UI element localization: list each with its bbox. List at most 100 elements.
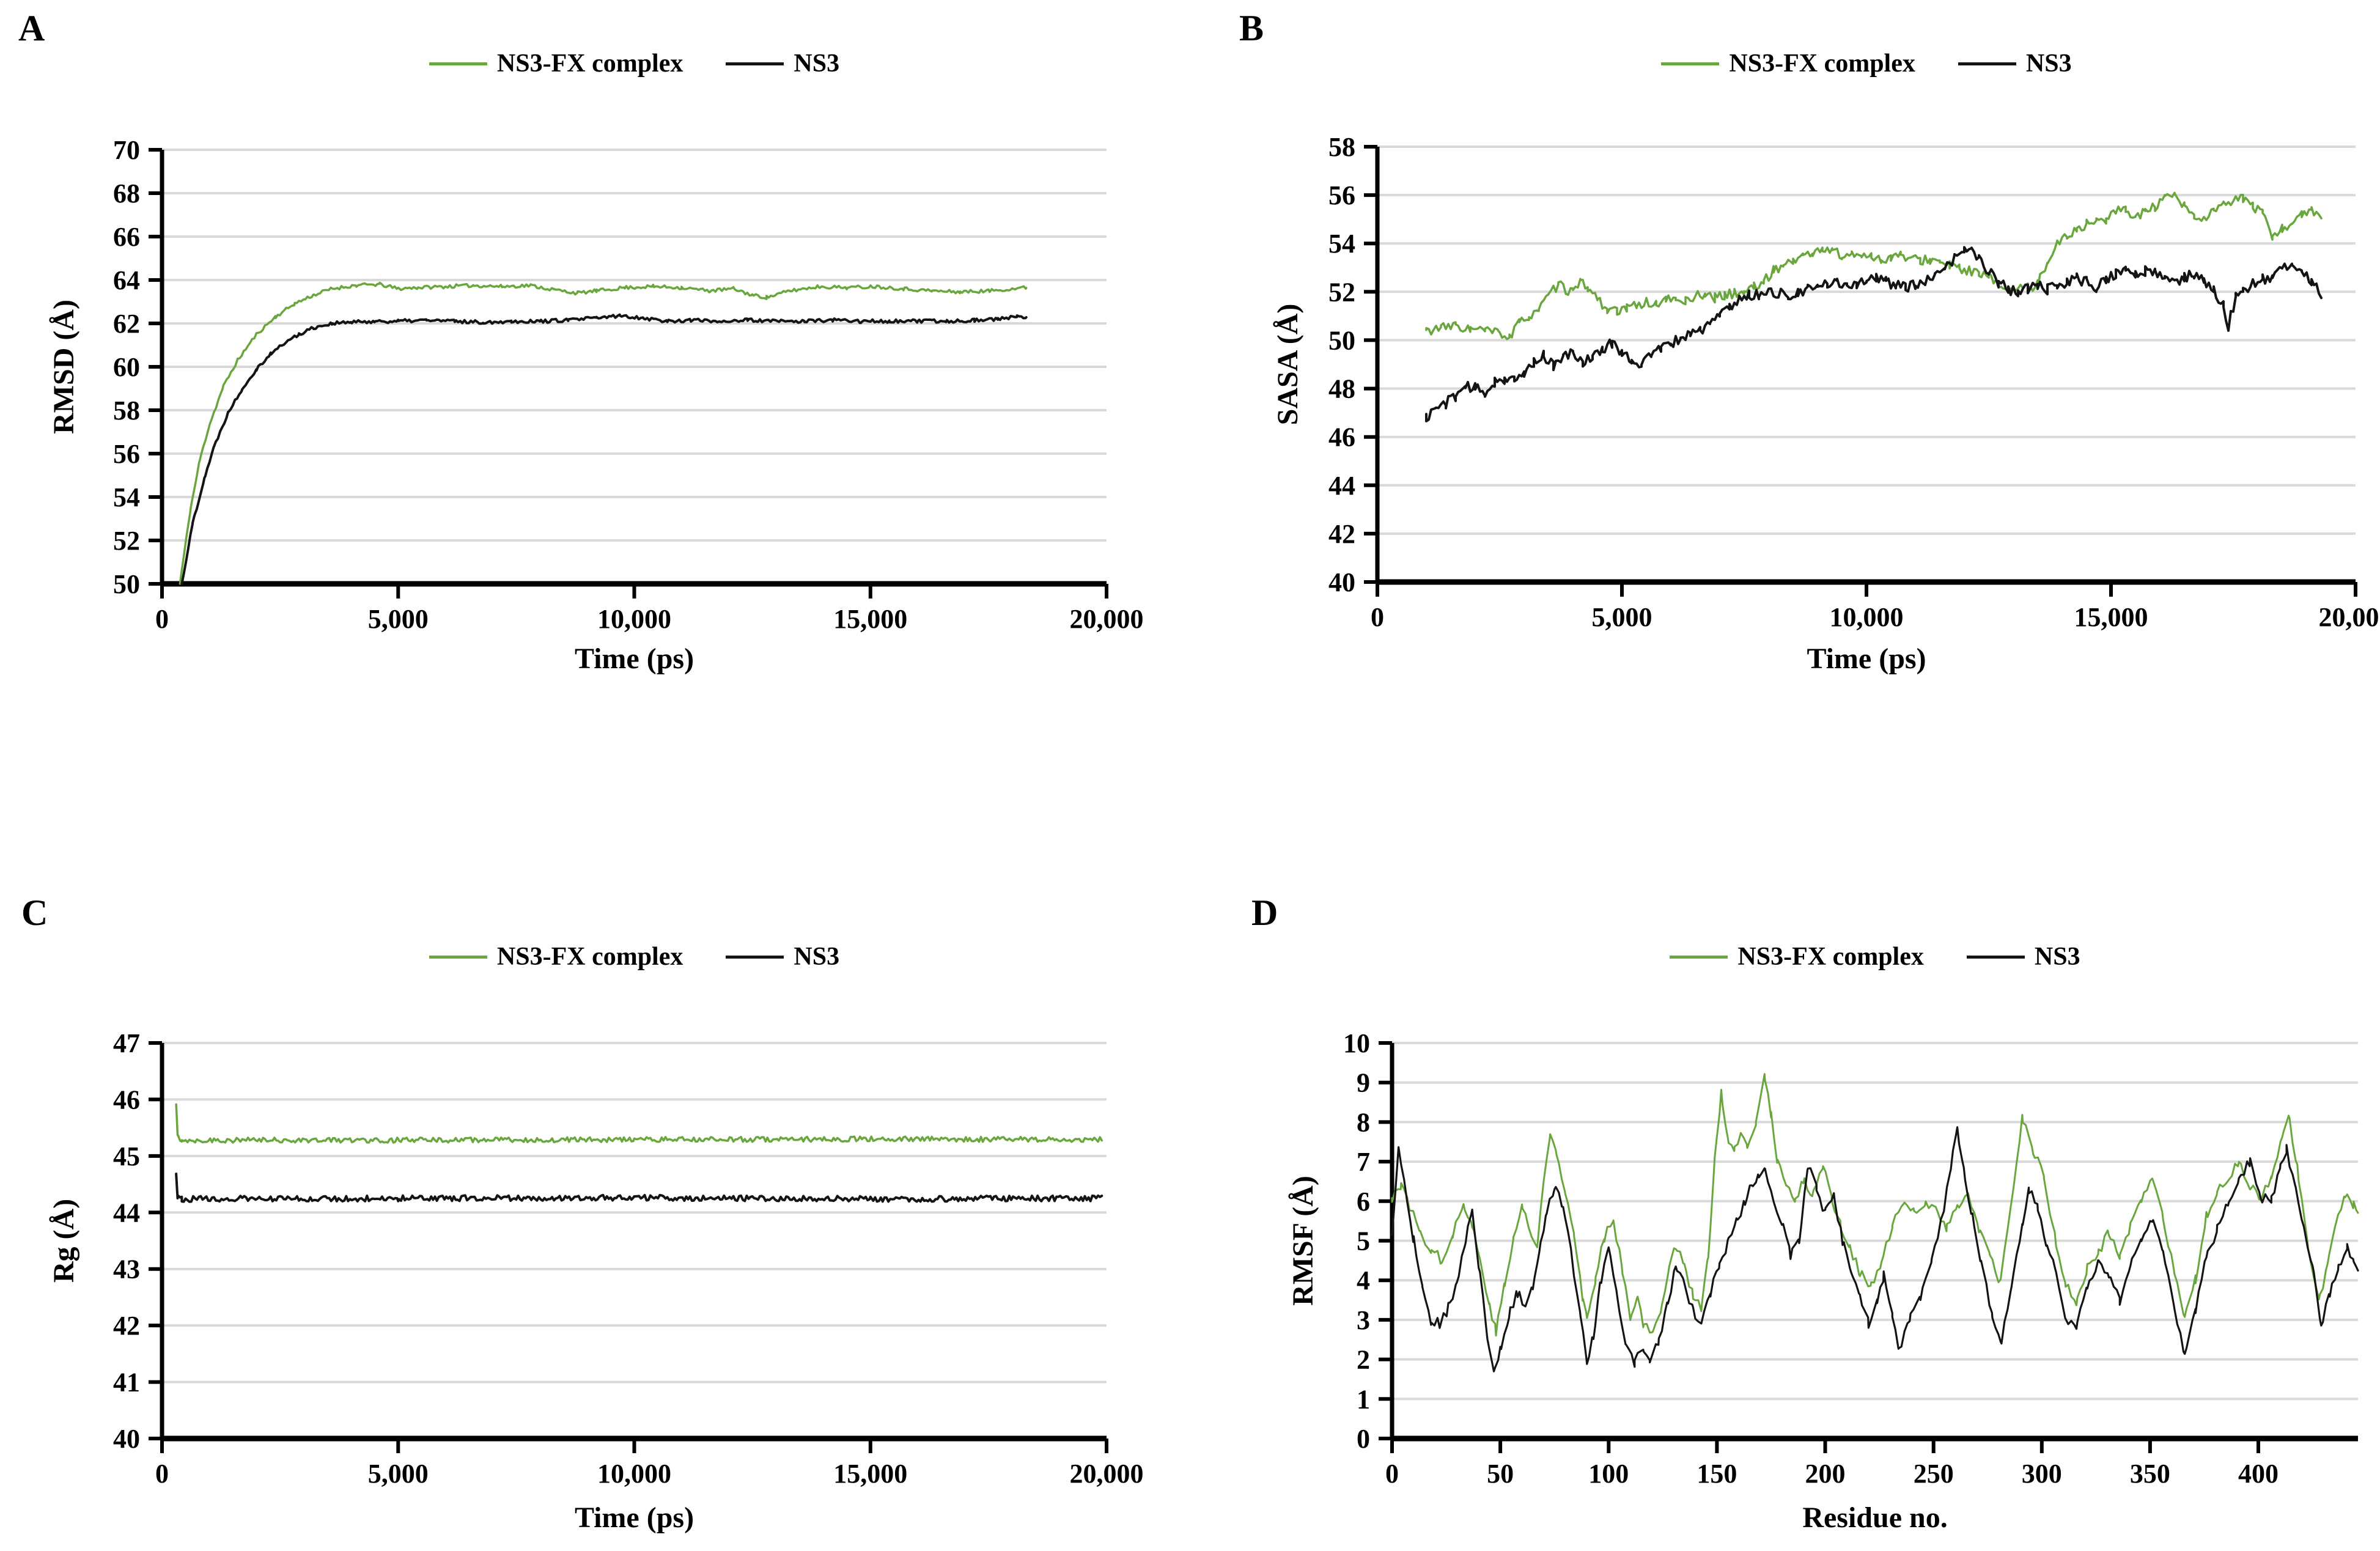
svg-text:5,000: 5,000 <box>368 1459 429 1489</box>
svg-text:2: 2 <box>1357 1345 1370 1375</box>
panel-c-legend: NS3-FX complex NS3 <box>162 942 1107 971</box>
legend-line-green-icon <box>1661 62 1720 65</box>
svg-text:300: 300 <box>2022 1459 2062 1489</box>
svg-text:0: 0 <box>155 1459 169 1489</box>
legend-label-ns3fx: NS3-FX complex <box>1737 943 1924 971</box>
svg-text:15,000: 15,000 <box>833 1459 907 1489</box>
svg-text:41: 41 <box>113 1368 140 1398</box>
svg-text:50: 50 <box>1487 1459 1514 1489</box>
panel-a-legend: NS3-FX complex NS3 <box>162 49 1107 78</box>
panel-b-legend: NS3-FX complex NS3 <box>1377 49 2356 78</box>
panel-c: C NS3-FX complex NS3 Rg (Å) 40 41 42 43 44 45… <box>0 776 1190 1551</box>
svg-text:10,000: 10,000 <box>597 1459 671 1489</box>
panel-a: A NS3-FX complex NS3 RMSD (Å) 50 52 54 56 58… <box>0 0 1190 775</box>
legend-entry-ns3: NS3 <box>1966 942 2080 971</box>
legend-line-green-icon <box>429 955 487 959</box>
svg-text:66: 66 <box>113 222 140 252</box>
legend-line-black-icon <box>726 62 784 65</box>
svg-text:40: 40 <box>1328 567 1355 597</box>
panel-d-x-axis-label: Residue no. <box>1802 1501 1948 1534</box>
panel-b-letter: B <box>1239 8 1264 48</box>
panel-c-plot: 40 41 42 43 44 45 46 47 0 5,000 10,000 15,000 20,000 <box>113 1028 1144 1489</box>
svg-text:43: 43 <box>113 1254 140 1284</box>
svg-text:3: 3 <box>1357 1305 1370 1335</box>
legend-entry-ns3: NS3 <box>1958 49 2072 78</box>
legend-entry-ns3fx: NS3-FX complex <box>1661 49 1915 78</box>
svg-text:48: 48 <box>1328 374 1355 404</box>
legend-line-black-icon <box>1966 955 2025 959</box>
legend-line-black-icon <box>726 955 784 959</box>
svg-text:47: 47 <box>113 1028 140 1058</box>
panel-c-letter: C <box>21 893 48 933</box>
svg-text:52: 52 <box>1328 277 1355 307</box>
svg-text:60: 60 <box>113 352 140 382</box>
panel-a-letter: A <box>18 8 45 48</box>
svg-text:50: 50 <box>1328 325 1355 355</box>
svg-text:1: 1 <box>1357 1384 1370 1414</box>
svg-text:64: 64 <box>113 265 140 295</box>
svg-text:15,000: 15,000 <box>833 604 907 634</box>
legend-label-ns3: NS3 <box>794 50 840 78</box>
svg-text:100: 100 <box>1588 1459 1629 1489</box>
legend-entry-ns3: NS3 <box>726 49 839 78</box>
panel-d-legend: NS3-FX complex NS3 <box>1392 942 2358 971</box>
legend-line-green-icon <box>429 62 487 65</box>
svg-text:52: 52 <box>113 526 140 556</box>
svg-text:350: 350 <box>2130 1459 2170 1489</box>
svg-text:8: 8 <box>1357 1107 1370 1137</box>
legend-line-black-icon <box>1958 62 2016 65</box>
svg-text:5: 5 <box>1357 1226 1370 1256</box>
svg-text:50: 50 <box>113 569 140 599</box>
panel-d-letter: D <box>1251 893 1278 933</box>
svg-text:46: 46 <box>113 1085 140 1114</box>
panel-b: B NS3-FX complex NS3 SASA (Å) 40 42 44 46 48… <box>1190 0 2380 775</box>
svg-text:62: 62 <box>113 309 140 339</box>
legend-label-ns3: NS3 <box>2034 943 2080 971</box>
svg-text:15,000: 15,000 <box>2074 602 2148 632</box>
svg-text:42: 42 <box>1328 519 1355 549</box>
svg-text:6: 6 <box>1357 1187 1370 1217</box>
svg-text:200: 200 <box>1805 1459 1846 1489</box>
legend-entry-ns3: NS3 <box>726 942 839 971</box>
svg-text:10: 10 <box>1343 1028 1370 1058</box>
legend-entry-ns3fx: NS3-FX complex <box>429 942 683 971</box>
svg-text:0: 0 <box>1357 1424 1370 1454</box>
svg-text:42: 42 <box>113 1311 140 1341</box>
panel-c-x-axis-label: Time (ps) <box>574 1501 694 1534</box>
svg-text:68: 68 <box>113 179 140 208</box>
legend-entry-ns3fx: NS3-FX complex <box>1670 942 1924 971</box>
svg-text:20,000: 20,000 <box>2319 602 2380 632</box>
svg-text:54: 54 <box>113 482 140 512</box>
legend-label-ns3fx: NS3-FX complex <box>496 943 683 971</box>
svg-text:7: 7 <box>1357 1147 1370 1177</box>
svg-text:400: 400 <box>2238 1459 2279 1489</box>
legend-label-ns3fx: NS3-FX complex <box>496 50 683 78</box>
panel-b-x-axis-label: Time (ps) <box>1807 643 1926 675</box>
svg-text:54: 54 <box>1328 229 1355 259</box>
svg-text:0: 0 <box>1371 602 1384 632</box>
legend-label-ns3: NS3 <box>794 943 840 971</box>
svg-text:0: 0 <box>1385 1459 1399 1489</box>
svg-text:58: 58 <box>113 396 140 426</box>
svg-text:45: 45 <box>113 1141 140 1171</box>
svg-text:5,000: 5,000 <box>1592 602 1652 632</box>
svg-text:150: 150 <box>1697 1459 1737 1489</box>
svg-text:250: 250 <box>1914 1459 1954 1489</box>
legend-line-green-icon <box>1670 955 1728 959</box>
svg-text:5,000: 5,000 <box>368 604 429 634</box>
svg-text:46: 46 <box>1328 422 1355 452</box>
svg-text:58: 58 <box>1328 132 1355 162</box>
legend-label-ns3: NS3 <box>2025 50 2072 78</box>
svg-text:4: 4 <box>1357 1265 1370 1295</box>
svg-text:20,000: 20,000 <box>1070 1459 1144 1489</box>
panel-a-x-axis-label: Time (ps) <box>574 643 694 675</box>
legend-label-ns3fx: NS3-FX complex <box>1729 50 1915 78</box>
svg-text:70: 70 <box>113 135 140 165</box>
svg-text:44: 44 <box>1328 471 1355 501</box>
panel-b-plot: 40 42 44 46 48 50 52 54 56 58 0 5,000 10,000 15,000 20… <box>1328 132 2380 632</box>
svg-text:56: 56 <box>1328 180 1355 210</box>
svg-text:10,000: 10,000 <box>1830 602 1904 632</box>
